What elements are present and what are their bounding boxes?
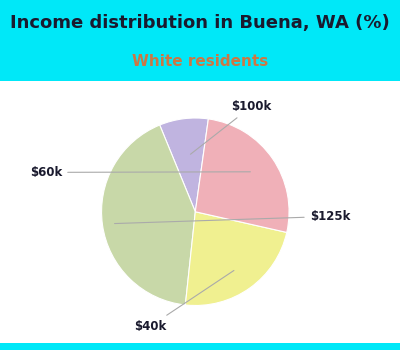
Text: $125k: $125k [114,210,350,224]
Text: $60k: $60k [30,166,250,179]
Text: $100k: $100k [190,100,271,154]
Wedge shape [160,118,208,212]
Wedge shape [102,125,195,305]
Text: Income distribution in Buena, WA (%): Income distribution in Buena, WA (%) [10,14,390,32]
Wedge shape [185,212,287,306]
Wedge shape [195,119,289,232]
Text: White residents: White residents [132,54,268,69]
Text: $40k: $40k [134,271,234,332]
